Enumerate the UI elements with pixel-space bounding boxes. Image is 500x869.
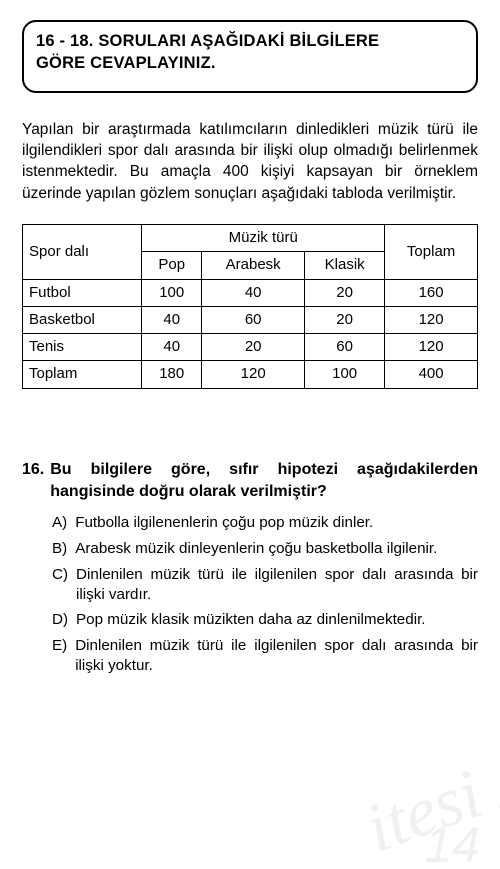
table-cell: 40 <box>142 306 202 333</box>
watermark-text: itesi A <box>353 727 500 869</box>
option-letter: D) <box>52 610 68 630</box>
option-text: Dinlenilen müzik türü ile ilgilenilen sp… <box>76 565 478 605</box>
option-letter: E) <box>52 636 67 676</box>
table-cell: 60 <box>305 334 385 361</box>
table-cell-total: 400 <box>385 361 478 388</box>
table-col-header: Pop <box>142 252 202 279</box>
table-row: Toplam 180 120 100 400 <box>23 361 478 388</box>
data-table: Spor dalı Müzik türü Toplam Pop Arabesk … <box>22 224 478 389</box>
table-total-header: Toplam <box>385 225 478 280</box>
table-row: Futbol 100 40 20 160 <box>23 279 478 306</box>
table-cell: 20 <box>305 306 385 333</box>
option-item: E) Dinlenilen müzik türü ile ilgilenilen… <box>52 636 478 676</box>
table-cell-total: 120 <box>385 334 478 361</box>
watermark-text-2: 14 <box>424 812 480 869</box>
option-item: B) Arabesk müzik dinleyenlerin çoğu bask… <box>52 539 478 559</box>
option-item: A) Futbolla ilgilenenlerin çoğu pop müzi… <box>52 513 478 533</box>
table-cell: 180 <box>142 361 202 388</box>
table-cell: 120 <box>202 361 305 388</box>
table-col-header: Klasik <box>305 252 385 279</box>
table-cell: 60 <box>202 306 305 333</box>
table-row-label: Basketbol <box>23 306 142 333</box>
passage-text: Yapılan bir araştırmada katılımcıların d… <box>22 119 478 205</box>
option-text: Dinlenilen müzik türü ile ilgilenilen sp… <box>75 636 478 676</box>
options-list: A) Futbolla ilgilenenlerin çoğu pop müzi… <box>22 513 478 675</box>
option-text: Pop müzik klasik müzikten daha az dinlen… <box>76 610 478 630</box>
option-letter: A) <box>52 513 67 533</box>
option-text: Futbolla ilgilenenlerin çoğu pop müzik d… <box>75 513 478 533</box>
table-cell-total: 120 <box>385 306 478 333</box>
table-row-label: Futbol <box>23 279 142 306</box>
instruction-line-1: 16 - 18. SORULARI AŞAĞIDAKİ BİLGİLERE <box>36 30 464 52</box>
table-cell: 100 <box>305 361 385 388</box>
instruction-box: 16 - 18. SORULARI AŞAĞIDAKİ BİLGİLERE GÖ… <box>22 20 478 93</box>
question-block: 16. Bu bilgilere göre, sıfır hipotezi aş… <box>22 459 478 676</box>
table-row-label: Tenis <box>23 334 142 361</box>
table-cell: 100 <box>142 279 202 306</box>
option-letter: C) <box>52 565 68 605</box>
instruction-line-2: GÖRE CEVAPLAYINIZ. <box>36 52 464 74</box>
table-cell: 20 <box>202 334 305 361</box>
option-item: C) Dinlenilen müzik türü ile ilgilenilen… <box>52 565 478 605</box>
question-number: 16. <box>22 459 44 504</box>
question-text: Bu bilgilere göre, sıfır hipotezi aşağıd… <box>50 459 478 504</box>
question-stem: 16. Bu bilgilere göre, sıfır hipotezi aş… <box>22 459 478 504</box>
table-row: Tenis 40 20 60 120 <box>23 334 478 361</box>
option-letter: B) <box>52 539 67 559</box>
table-row-label: Toplam <box>23 361 142 388</box>
table-row: Basketbol 40 60 20 120 <box>23 306 478 333</box>
table-cell-total: 160 <box>385 279 478 306</box>
table-cell: 20 <box>305 279 385 306</box>
option-item: D) Pop müzik klasik müzikten daha az din… <box>52 610 478 630</box>
table-cell: 40 <box>202 279 305 306</box>
table-corner-label: Spor dalı <box>23 225 142 280</box>
option-text: Arabesk müzik dinleyenlerin çoğu basketb… <box>75 539 478 559</box>
table-col-header: Arabesk <box>202 252 305 279</box>
table-cell: 40 <box>142 334 202 361</box>
table-group-header: Müzik türü <box>142 225 385 252</box>
